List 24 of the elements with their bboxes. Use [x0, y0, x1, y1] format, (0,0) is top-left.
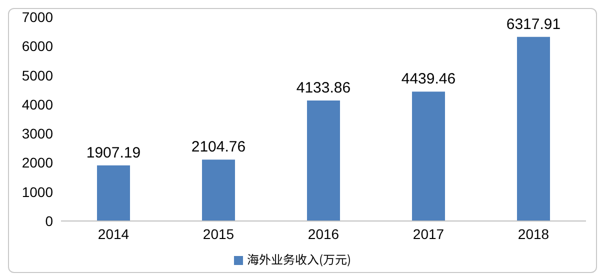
bar: [202, 160, 235, 221]
data-label: 6317.91: [506, 16, 561, 33]
y-tick-label: 4000: [22, 96, 54, 112]
x-tick-label: 2015: [202, 226, 234, 242]
x-tick-label: 2017: [412, 226, 444, 242]
y-tick-label: 6000: [22, 38, 54, 54]
bar: [517, 36, 550, 221]
bar: [412, 92, 445, 221]
y-tick-label: 1000: [22, 184, 54, 200]
data-label: 4439.46: [401, 70, 456, 88]
y-tick-label: 7000: [22, 8, 54, 25]
legend-label: 海外业务收入(万元): [246, 251, 352, 268]
bar: [97, 165, 130, 221]
y-tick-label: 3000: [22, 126, 54, 142]
x-tick-label: 2014: [98, 226, 130, 242]
y-tick-label: 2000: [22, 154, 54, 171]
data-label: 2104.76: [191, 138, 246, 156]
bar: [307, 100, 340, 221]
x-tick-label: 2018: [518, 226, 550, 242]
y-tick-label: 5000: [22, 67, 54, 84]
data-label: 1907.19: [86, 144, 141, 162]
y-tick-label: 0: [45, 212, 54, 229]
x-tick-label: 2016: [308, 226, 340, 242]
data-label: 4133.86: [296, 80, 351, 97]
